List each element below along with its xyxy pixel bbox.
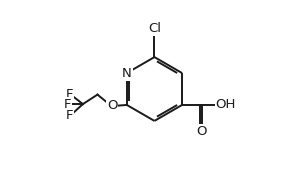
Text: N: N — [122, 67, 132, 80]
Text: F: F — [66, 88, 74, 101]
Text: O: O — [107, 99, 117, 112]
Text: F: F — [64, 98, 71, 111]
Text: O: O — [197, 125, 207, 138]
Text: Cl: Cl — [148, 22, 161, 35]
Text: F: F — [66, 109, 74, 122]
Text: OH: OH — [216, 98, 236, 111]
